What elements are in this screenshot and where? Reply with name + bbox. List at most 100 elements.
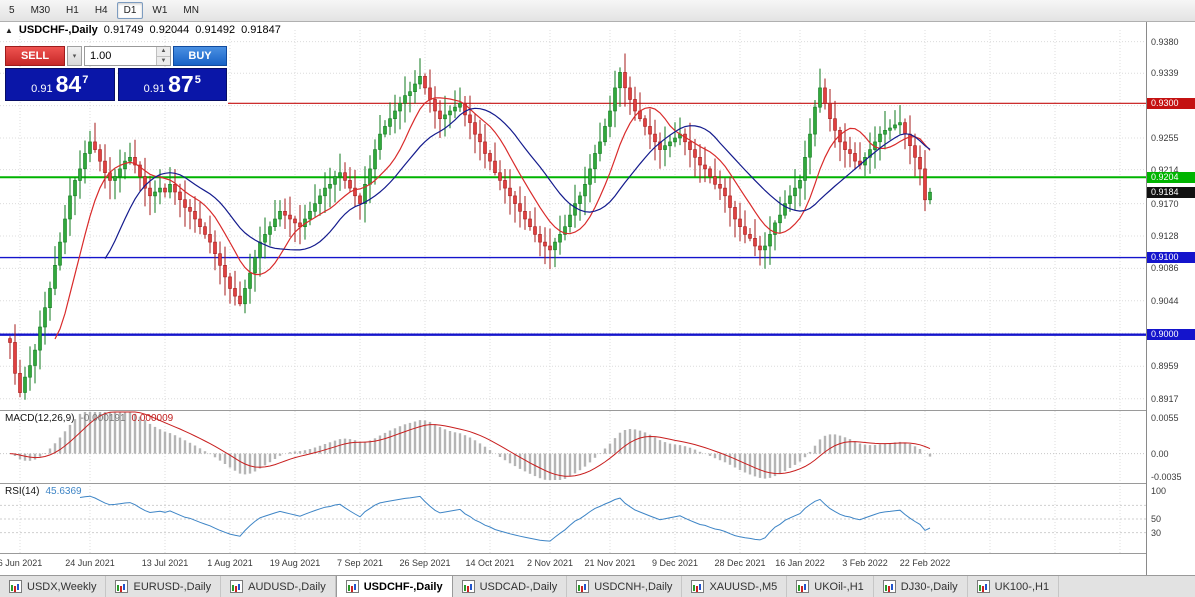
macd-signal-value: 0.000009 [131,413,174,424]
price-scale-tick: 0.9339 [1151,68,1179,79]
chart-tab-label: XAUUSD-,M5 [709,580,778,593]
chart-tab-UKOil-,H1[interactable]: UKOil-,H1 [787,576,874,597]
chart-tab-icon [230,580,244,593]
chart-tab-USDCHF-,Daily[interactable]: USDCHF-,Daily [335,576,453,597]
chart-tab-label: UK100-,H1 [994,580,1050,593]
chart-tab-UK100-,H1[interactable]: UK100-,H1 [968,576,1060,597]
chart-tabbar: USDX,Weekly EURUSD-,Daily AUDUSD-,Daily USD… [0,575,1195,597]
volume-spinner[interactable]: ▲ ▼ [156,47,170,65]
chart-tab-label: USDCNH-,Daily [594,580,673,593]
date-axis-label: 13 Jul 2021 [141,558,189,568]
timeframe-toolbar: 5 M30 H1 H4 D1 W1 MN [0,0,1195,22]
rsi-value: 45.6369 [45,486,82,497]
price-scale-tick: 0.9086 [1151,263,1179,274]
timeframe-button-H4[interactable]: H4 [94,5,108,16]
ohlc-low: 0.91492 [195,24,236,36]
macd-pane-title: MACD(12,26,9) -0.000191 0.000009 [5,413,173,424]
buy-price-display[interactable]: 0.91 87 5 [117,68,227,101]
macd-scale-tick: 0.00 [1151,448,1169,459]
date-axis-label: 14 Oct 2021 [465,558,515,568]
chart-tab-DJ30-,Daily[interactable]: DJ30-,Daily [874,576,968,597]
date-axis-label: 6 Jun 2021 [0,558,43,568]
sell-button[interactable]: SELL [5,46,65,66]
price-tag-0.9300: 0.9300 [1147,97,1195,109]
timeframe-button-MN[interactable]: MN [183,5,199,16]
buy-button[interactable]: BUY [173,46,227,66]
macd-scale-tick: -0.0035 [1151,472,1182,482]
price-scale-tick: 0.9380 [1151,36,1179,47]
chart-tab-icon [882,580,896,593]
volume-up-icon[interactable]: ▲ [157,47,170,57]
chart-title: ▲ USDCHF-,Daily 0.91749 0.92044 0.91492 … [5,24,281,36]
date-axis-label: 21 Nov 2021 [584,558,636,568]
one-click-trading-panel: SELL ▾ 1.00 ▲ ▼ BUY 0.91 84 7 [5,46,227,101]
chart-tab-USDX,Weekly[interactable]: USDX,Weekly [0,576,107,597]
date-axis-label: 28 Dec 2021 [714,558,766,568]
chart-tab-AUDUSD-,Daily[interactable]: AUDUSD-,Daily [221,576,336,597]
chart-tab-EURUSD-,Daily[interactable]: EURUSD-,Daily [106,576,222,597]
chart-tab-XAUUSD-,M5[interactable]: XAUUSD-,M5 [682,576,788,597]
chart-tab-icon [691,580,705,593]
ohlc-close: 0.91847 [241,24,281,36]
timeframe-button-5[interactable]: 5 [9,5,15,16]
price-scale-tick: 0.9170 [1151,198,1179,209]
chart-tab-icon [576,580,590,593]
chart-symbol-title: USDCHF-,Daily [18,24,98,36]
timeframe-button-W1[interactable]: W1 [152,5,168,16]
chart-tab-icon [115,580,129,593]
macd-title-label: MACD(12,26,9) [5,413,75,424]
date-axis-label: 9 Dec 2021 [651,558,699,568]
timeframe-button-D1[interactable]: D1 [116,2,144,19]
rsi-scale-tick: 30 [1151,527,1162,538]
date-axis-label: 19 Aug 2021 [269,558,321,568]
chart-tab-label: AUDUSD-,Daily [248,580,326,593]
date-axis-label: 24 Jun 2021 [65,558,115,568]
macd-value: -0.000191 [80,413,126,424]
price-tag-0.9204: 0.9204 [1147,171,1195,183]
rsi-pane-title: RSI(14) 45.6369 [5,486,82,497]
rsi-title-label: RSI(14) [5,486,40,497]
rsi-scale-tick: 100 [1151,486,1167,496]
price-scale-tick: 0.8959 [1151,361,1179,372]
volume-field[interactable]: 1.00 ▲ ▼ [84,46,171,66]
chart-tab-label: DJ30-,Daily [900,580,958,593]
chart-tab-USDCNH-,Daily[interactable]: USDCNH-,Daily [567,576,683,597]
ohlc-open: 0.91749 [103,24,144,36]
price-tag-0.9184: 0.9184 [1147,186,1195,198]
chart-tab-label: UKOil-,H1 [814,580,864,593]
date-axis-label: 2 Nov 2021 [526,558,574,568]
timeframe-button-M30[interactable]: M30 [30,5,51,16]
date-axis-label: 26 Sep 2021 [399,558,451,568]
chart-tab-icon [461,580,475,593]
chart-tab-label: USDX,Weekly [27,580,97,593]
date-axis-label: 22 Feb 2022 [899,558,951,568]
price-tag-0.9000: 0.9000 [1147,329,1195,341]
sell-price-big: 84 [55,71,82,97]
price-chart-svg[interactable] [0,22,1146,575]
chart-tab-icon [9,580,22,593]
price-tag-0.9100: 0.9100 [1147,252,1195,264]
buy-price-prefix: 0.91 [143,82,166,95]
date-axis-label: 7 Sep 2021 [336,558,384,568]
volume-input[interactable]: 1.00 [90,50,112,62]
sell-price-display[interactable]: 0.91 84 7 [5,68,115,101]
buy-price-big: 87 [168,71,194,97]
chart-tab-icon [345,580,359,593]
ohlc-high: 0.92044 [149,24,190,36]
chart-tab-icon [976,580,990,593]
trade-options-dropdown[interactable]: ▾ [67,46,82,66]
chart-tab-label: EURUSD-,Daily [133,580,212,593]
timeframe-button-H1[interactable]: H1 [66,5,79,16]
date-axis-label: 1 Aug 2021 [207,558,253,568]
sell-price-pip: 7 [82,73,89,86]
chart-tab-USDCAD-,Daily[interactable]: USDCAD-,Daily [453,576,568,597]
sell-price-prefix: 0.91 [31,82,53,95]
price-scale-tick: 0.8917 [1151,393,1179,404]
chart-window[interactable]: ▲ USDCHF-,Daily 0.91749 0.92044 0.91492 … [0,22,1195,575]
price-scale[interactable]: 0.93800.93390.92970.92550.92140.91700.91… [1146,22,1195,575]
buy-price-pip: 5 [194,73,201,86]
date-axis-label: 16 Jan 2022 [775,558,825,568]
price-scale-tick: 0.9044 [1151,295,1179,306]
rsi-scale-tick: 50 [1151,514,1162,524]
volume-down-icon[interactable]: ▼ [157,56,170,65]
